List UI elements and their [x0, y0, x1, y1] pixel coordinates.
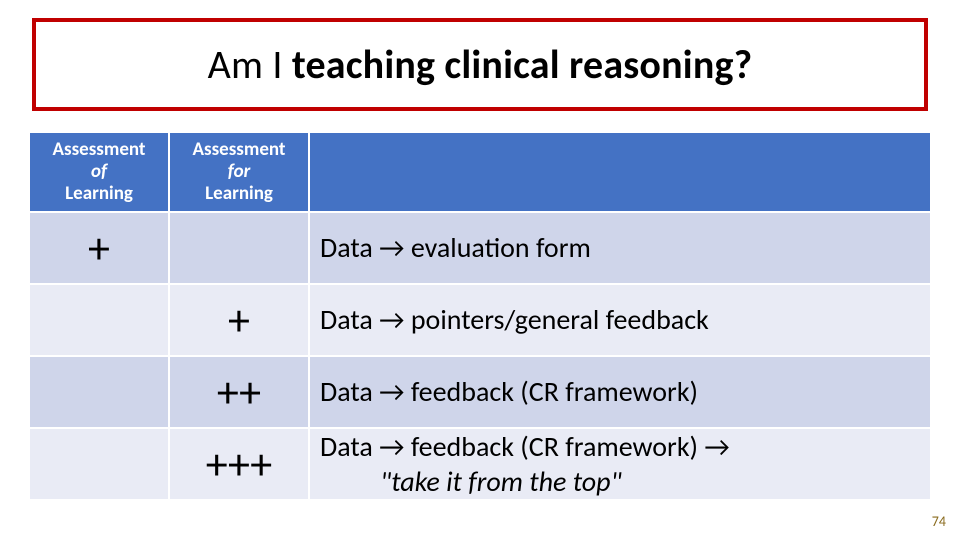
header-text-italic: of [91, 160, 107, 183]
assessment-table: Assessment of Learning Assessment for Le… [28, 131, 932, 501]
header-assessment-for: Assessment for Learning [169, 132, 309, 212]
desc-line1: Data → feedback (CR framework) → [320, 429, 730, 464]
cell-desc: Data → pointers/general feedback [309, 284, 931, 356]
page-number: 74 [932, 513, 946, 530]
cell-of [29, 428, 169, 500]
cell-for: + [169, 284, 309, 356]
header-text-italic: for [228, 160, 251, 183]
title-box: Am I teaching clinical reasoning? [32, 18, 928, 111]
table-row: + Data → evaluation form [29, 212, 931, 284]
cell-desc: Data → feedback (CR framework) → "take i… [309, 428, 931, 500]
table-row: + Data → pointers/general feedback [29, 284, 931, 356]
table-row: ++ Data → feedback (CR framework) [29, 356, 931, 428]
table-row: +++ Data → feedback (CR framework) → "ta… [29, 428, 931, 500]
page-title: Am I teaching clinical reasoning? [46, 40, 914, 89]
cell-for: ++ [169, 356, 309, 428]
header-text: Learning [65, 182, 133, 205]
title-bold: teaching clinical reasoning? [292, 40, 753, 89]
cell-for: +++ [169, 428, 309, 500]
slide: Am I teaching clinical reasoning? Assess… [0, 0, 960, 540]
title-plain: Am I [208, 40, 292, 89]
header-text: Assessment [52, 138, 145, 161]
cell-of [29, 284, 169, 356]
cell-of: + [29, 212, 169, 284]
table-header-row: Assessment of Learning Assessment for Le… [29, 132, 931, 212]
cell-for [169, 212, 309, 284]
header-empty [309, 132, 931, 212]
header-assessment-of: Assessment of Learning [29, 132, 169, 212]
header-text: Learning [205, 182, 273, 205]
cell-desc: Data → evaluation form [309, 212, 931, 284]
cell-desc: Data → feedback (CR framework) [309, 356, 931, 428]
desc-line2: "take it from the top" [320, 464, 930, 499]
header-text: Assessment [192, 138, 285, 161]
cell-of [29, 356, 169, 428]
